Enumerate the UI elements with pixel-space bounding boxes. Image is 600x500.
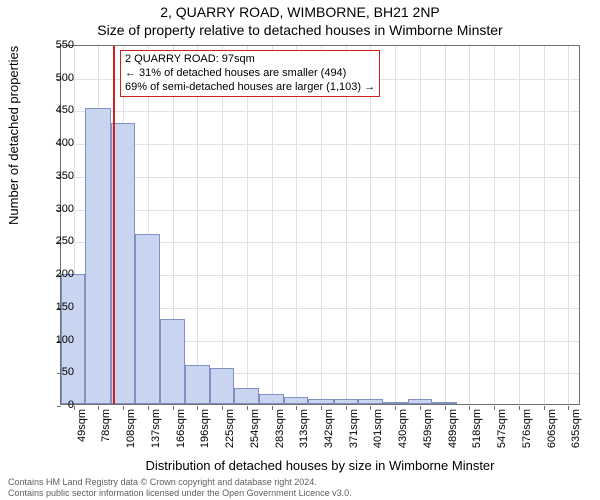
ytick-label: 300	[34, 203, 74, 215]
xtick-mark	[123, 406, 124, 410]
annotation-line3: 69% of semi-detached houses are larger (…	[125, 81, 375, 95]
gridline-v	[445, 46, 446, 404]
histogram-bar	[308, 399, 333, 404]
histogram-bar	[85, 108, 110, 404]
plot-area	[60, 45, 580, 405]
gridline-v	[519, 46, 520, 404]
xtick-mark	[544, 406, 545, 410]
xtick-mark	[445, 406, 446, 410]
xtick-mark	[420, 406, 421, 410]
ytick-label: 500	[34, 72, 74, 84]
histogram-bar	[432, 402, 456, 404]
y-axis-title: Number of detached properties	[6, 46, 21, 225]
histogram-bar	[234, 388, 259, 404]
histogram-bar	[259, 394, 283, 404]
ytick-label: 200	[34, 268, 74, 280]
footnote-line1: Contains HM Land Registry data © Crown c…	[8, 477, 352, 487]
gridline-v	[568, 46, 569, 404]
histogram-bar	[408, 399, 432, 404]
ytick-label: 100	[34, 334, 74, 346]
histogram-bar	[210, 368, 234, 404]
gridline-v	[346, 46, 347, 404]
ytick-label: 400	[34, 137, 74, 149]
footnote: Contains HM Land Registry data © Crown c…	[8, 477, 352, 498]
histogram-bar	[185, 365, 209, 404]
histogram-bar	[284, 397, 308, 404]
gridline-v	[494, 46, 495, 404]
xtick-mark	[346, 406, 347, 410]
annotation-line1: 2 QUARRY ROAD: 97sqm	[125, 53, 375, 67]
xtick-mark	[247, 406, 248, 410]
ytick-label: 550	[34, 39, 74, 51]
histogram-bar	[358, 399, 382, 404]
xtick-mark	[321, 406, 322, 410]
histogram-bar	[383, 402, 408, 404]
xtick-mark	[519, 406, 520, 410]
xtick-mark	[173, 406, 174, 410]
annotation-line2: ← 31% of detached houses are smaller (49…	[125, 67, 375, 81]
gridline-v	[247, 46, 248, 404]
gridline-v	[222, 46, 223, 404]
xtick-mark	[148, 406, 149, 410]
gridline-v	[395, 46, 396, 404]
gridline-v	[420, 46, 421, 404]
gridline-h	[61, 111, 579, 112]
ytick-label: 150	[34, 301, 74, 313]
reference-line	[113, 46, 115, 404]
chart-container: 2, QUARRY ROAD, WIMBORNE, BH21 2NP Size …	[0, 0, 600, 500]
x-axis-title: Distribution of detached houses by size …	[60, 458, 580, 473]
ytick-label: 350	[34, 170, 74, 182]
gridline-h	[61, 144, 579, 145]
gridline-h	[61, 177, 579, 178]
xtick-mark	[222, 406, 223, 410]
footnote-line2: Contains public sector information licen…	[8, 488, 352, 498]
histogram-bar	[135, 234, 159, 404]
gridline-v	[544, 46, 545, 404]
title-line1: 2, QUARRY ROAD, WIMBORNE, BH21 2NP	[0, 4, 600, 20]
histogram-bar	[160, 319, 185, 404]
title-line2: Size of property relative to detached ho…	[0, 22, 600, 38]
gridline-v	[272, 46, 273, 404]
ytick-label: 0	[34, 399, 74, 411]
gridline-v	[370, 46, 371, 404]
annotation-box: 2 QUARRY ROAD: 97sqm ← 31% of detached h…	[120, 50, 380, 97]
gridline-v	[296, 46, 297, 404]
xtick-mark	[494, 406, 495, 410]
gridline-v	[469, 46, 470, 404]
xtick-mark	[272, 406, 273, 410]
gridline-h	[61, 210, 579, 211]
histogram-bar	[334, 399, 358, 404]
ytick-label: 50	[34, 366, 74, 378]
gridline-v	[321, 46, 322, 404]
ytick-label: 250	[34, 235, 74, 247]
ytick-label: 450	[34, 104, 74, 116]
chart-area: 2 QUARRY ROAD: 97sqm ← 31% of detached h…	[60, 45, 580, 405]
gridline-v	[197, 46, 198, 404]
